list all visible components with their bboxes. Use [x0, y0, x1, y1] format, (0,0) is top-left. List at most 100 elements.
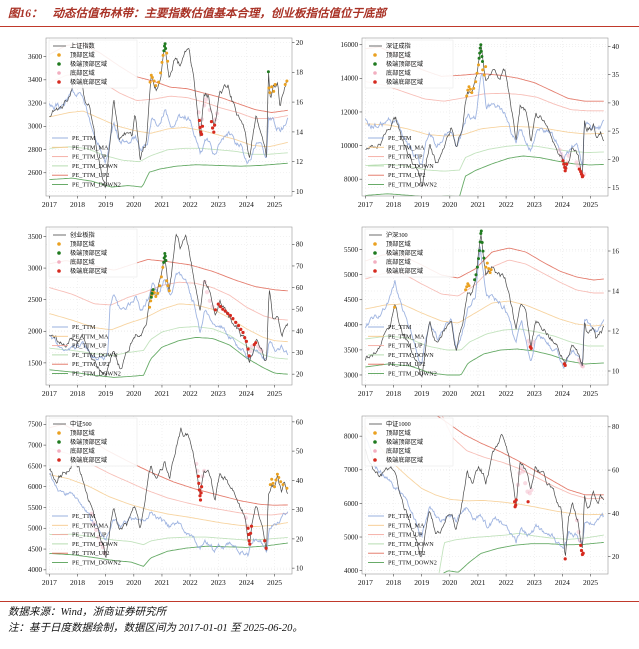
series-down2	[49, 162, 288, 188]
series-up	[441, 416, 604, 500]
svg-text:2017: 2017	[42, 389, 57, 398]
svg-text:底部区域: 底部区域	[386, 69, 411, 77]
svg-text:PE_TTM_MA: PE_TTM_MA	[72, 333, 109, 340]
svg-text:3000: 3000	[28, 123, 43, 131]
svg-text:2018: 2018	[70, 578, 85, 587]
series-ma	[49, 110, 288, 148]
svg-text:PE_TTM_DOWN: PE_TTM_DOWN	[72, 352, 118, 359]
svg-text:5500: 5500	[344, 246, 359, 254]
svg-text:极端顶部区域: 极端顶部区域	[386, 60, 423, 68]
series-price	[365, 433, 605, 557]
svg-text:创业板指: 创业板指	[70, 231, 95, 239]
chart-svg: 8000100001200014000160001520253035402017…	[341, 37, 620, 209]
plot-border	[361, 415, 609, 575]
series-down2	[49, 336, 288, 378]
svg-text:2022: 2022	[499, 389, 514, 398]
svg-text:PE_TTM_DOWN2: PE_TTM_DOWN2	[72, 182, 121, 189]
svg-text:顶部区域: 顶部区域	[70, 429, 95, 437]
svg-text:2023: 2023	[211, 578, 226, 587]
svg-text:底部区域: 底部区域	[70, 258, 95, 266]
svg-text:顶部区域: 顶部区域	[386, 51, 411, 59]
svg-text:2018: 2018	[386, 578, 401, 587]
svg-text:PE_TTM_MA: PE_TTM_MA	[72, 144, 109, 151]
svg-text:4000: 4000	[344, 567, 359, 575]
svg-text:2024: 2024	[239, 578, 254, 587]
series-up	[49, 281, 288, 321]
svg-text:70: 70	[296, 262, 304, 270]
svg-text:16: 16	[612, 247, 620, 255]
series-ma	[365, 123, 604, 137]
chart-szse-component: 8000 10000 12000 14000 16000 15 20 25 30 35 40 2017…	[322, 31, 633, 217]
plot-border	[45, 415, 293, 575]
chart-svg: 4000 5000 6000 7000 8000 20 40 60 80 2017 2018 2019…	[344, 415, 620, 587]
svg-text:2022: 2022	[183, 200, 198, 209]
svg-text:PE_TTM: PE_TTM	[388, 135, 412, 142]
series-down2	[365, 348, 604, 376]
svg-text:PE_TTM_DOWN: PE_TTM_DOWN	[72, 163, 118, 170]
note-line: 注：基于日度数据绘制，数据区间为 2017-01-01 至 2025-06-20…	[8, 622, 303, 634]
svg-text:底部区域: 底部区域	[386, 258, 411, 266]
svg-text:18: 18	[296, 69, 304, 77]
series-down	[49, 326, 288, 360]
svg-text:2017: 2017	[358, 389, 373, 398]
svg-text:80: 80	[612, 423, 620, 431]
svg-text:2018: 2018	[70, 389, 85, 398]
svg-text:40: 40	[612, 43, 620, 51]
svg-text:2024: 2024	[555, 389, 570, 398]
svg-text:2024: 2024	[239, 200, 254, 209]
svg-text:8000: 8000	[344, 176, 359, 184]
svg-text:2000: 2000	[28, 328, 43, 336]
svg-text:20: 20	[612, 156, 620, 164]
svg-text:3200: 3200	[28, 100, 43, 108]
svg-text:10: 10	[296, 565, 304, 573]
svg-text:PE_TTM_UP2: PE_TTM_UP2	[72, 361, 109, 368]
svg-text:14000: 14000	[341, 75, 359, 83]
svg-text:2017: 2017	[42, 200, 57, 209]
svg-text:2021: 2021	[471, 200, 486, 209]
series-pe	[364, 246, 605, 370]
svg-text:2017: 2017	[358, 578, 373, 587]
svg-text:20: 20	[296, 39, 304, 47]
chart-csi1000: 4000 5000 6000 7000 8000 20 40 60 80 2017 2018 2019…	[322, 409, 633, 595]
chart-sse-composite: 2600 2800 3000 3200 3400 3600 10 12 14 16 18 20 2017…	[6, 31, 317, 217]
svg-text:2023: 2023	[527, 200, 542, 209]
svg-text:2019: 2019	[98, 200, 113, 209]
series-ma	[49, 303, 288, 343]
svg-text:PE_TTM_DOWN2: PE_TTM_DOWN2	[388, 182, 437, 189]
figure-tag: 图16：	[8, 8, 43, 20]
chart-csi500: 4000 4500 5000 5500 6000 6500 7000 7500 10 20 30 40…	[6, 409, 317, 595]
svg-text:30: 30	[612, 99, 620, 107]
svg-text:2025: 2025	[583, 389, 598, 398]
svg-text:2022: 2022	[499, 578, 514, 587]
legend-pe-bands: PE_TTM PE_TTM_MA PE_TTM_UP PE_TTM_DOWN PE_TT…	[52, 513, 121, 567]
svg-text:15: 15	[612, 184, 620, 192]
legend-pe-bands: PE_TTM PE_TTM_MA PE_TTM_UP PE_TTM_DOWN PE_TT…	[368, 324, 437, 378]
series-price	[49, 48, 288, 188]
svg-text:2023: 2023	[211, 389, 226, 398]
svg-text:30: 30	[296, 506, 304, 514]
legend-pe-bands: PE_TTM PE_TTM_MA PE_TTM_UP PE_TTM_DOWN PE_TT…	[52, 324, 121, 378]
svg-text:极端顶部区域: 极端顶部区域	[70, 249, 107, 257]
svg-text:2021: 2021	[155, 200, 170, 209]
svg-text:PE_TTM_UP: PE_TTM_UP	[72, 532, 107, 539]
svg-text:4000: 4000	[28, 566, 43, 574]
svg-text:1500: 1500	[28, 359, 43, 367]
svg-text:80: 80	[296, 241, 304, 249]
svg-text:2018: 2018	[70, 200, 85, 209]
svg-text:14: 14	[296, 128, 304, 136]
svg-text:2800: 2800	[28, 146, 43, 154]
series-down	[365, 144, 604, 172]
svg-text:7000: 7000	[28, 442, 43, 450]
svg-text:顶部区域: 顶部区域	[70, 240, 95, 248]
svg-text:上证指数: 上证指数	[70, 42, 96, 50]
svg-text:PE_TTM_UP: PE_TTM_UP	[72, 343, 107, 350]
svg-text:PE_TTM_UP2: PE_TTM_UP2	[72, 550, 109, 557]
svg-text:3400: 3400	[28, 76, 43, 84]
svg-text:PE_TTM_DOWN: PE_TTM_DOWN	[388, 352, 434, 359]
svg-text:PE_TTM_UP: PE_TTM_UP	[72, 154, 107, 161]
footer-rule	[0, 601, 639, 602]
svg-text:30: 30	[296, 349, 304, 357]
svg-text:2025: 2025	[267, 200, 282, 209]
svg-text:60: 60	[612, 467, 620, 475]
svg-text:PE_TTM: PE_TTM	[72, 324, 96, 331]
